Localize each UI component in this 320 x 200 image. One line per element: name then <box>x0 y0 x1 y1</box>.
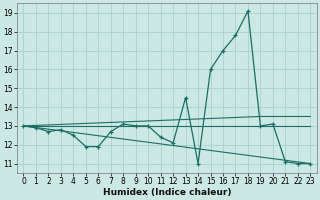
X-axis label: Humidex (Indice chaleur): Humidex (Indice chaleur) <box>103 188 231 197</box>
